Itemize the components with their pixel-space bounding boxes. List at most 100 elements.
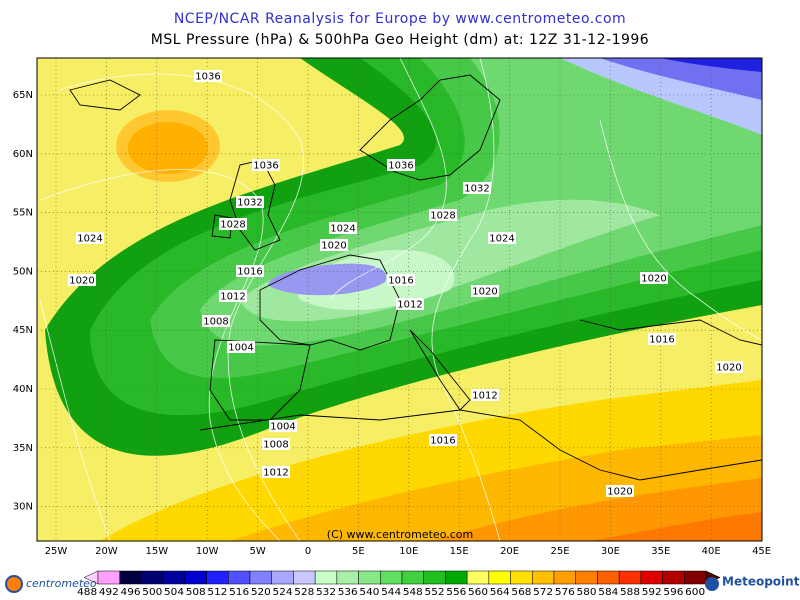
colorbar-swatch: [640, 570, 663, 585]
logo-left: centrometeo: [26, 577, 97, 590]
lon-label: 35E: [651, 546, 670, 557]
colorbar-swatch: [684, 570, 707, 585]
isobar-label: 1016: [430, 436, 455, 447]
colorbar-swatch: [206, 570, 229, 585]
map-frame: [36, 57, 763, 542]
field-blob: [128, 122, 208, 174]
coastline: [199, 409, 762, 481]
lon-label: 5W: [249, 546, 265, 557]
colorbar-swatch: [401, 570, 424, 585]
isobar-label-bg: [262, 438, 290, 450]
coastline: [409, 329, 471, 411]
isobar-label-bg: [219, 218, 247, 230]
isobar-label: 1016: [388, 276, 413, 287]
colorbar-label: 536: [338, 587, 358, 598]
colorbar-label: 576: [555, 587, 575, 598]
isobar-label: 1016: [237, 267, 262, 278]
isobar-label-bg: [463, 182, 491, 194]
colorbar-label: 524: [273, 587, 293, 598]
colorbar-swatch: [336, 570, 359, 585]
isobar-label-bg: [396, 298, 424, 310]
isobar-label-bg: [76, 232, 104, 244]
colorbar-label: 492: [99, 587, 119, 598]
colorbar-label: 488: [77, 587, 97, 598]
colorbar: 488 492 496 500 504 508 512 516 520 524 528 532 536 5…: [77, 570, 721, 598]
coastline: [359, 74, 501, 181]
lon-label: 45E: [752, 546, 771, 557]
isobar-label: 1012: [397, 300, 422, 311]
colorbar-label: 572: [533, 587, 553, 598]
isobar-label: 1032: [464, 184, 489, 195]
isobar-label-bg: [329, 222, 357, 234]
colorbar-label: 556: [446, 587, 466, 598]
lat-label: 65N: [13, 90, 33, 101]
colorbar-swatch: [184, 570, 207, 585]
isobar-label-bg: [320, 239, 348, 251]
logo-right: Meteopoint: [722, 575, 800, 589]
colorbar-label: 560: [468, 587, 488, 598]
logo-icon: [705, 577, 719, 591]
isobar-label: 1012: [472, 391, 497, 402]
isobar-label-bg: [471, 285, 499, 297]
isobar-label-bg: [429, 209, 457, 221]
colorbar-label: 564: [490, 587, 510, 598]
colorbar-swatch: [597, 570, 620, 585]
colorbar-label: 512: [207, 587, 227, 598]
colorbar-swatch: [141, 570, 164, 585]
lon-label: 25E: [550, 546, 569, 557]
field-band: [600, 58, 762, 100]
colorbar-swatch: [488, 570, 511, 585]
lon-label: 25W: [45, 546, 68, 557]
colorbar-label: 528: [294, 587, 314, 598]
isobar-label-bg: [488, 232, 516, 244]
isobar-label: 1028: [430, 211, 455, 222]
isobar-label-bg: [269, 420, 297, 432]
colorbar-swatch: [314, 570, 338, 585]
graticule: [37, 58, 762, 541]
lon-label: 15E: [450, 546, 469, 557]
colorbar-label: 500: [142, 587, 162, 598]
colorbar-swatch: [618, 570, 642, 585]
coastline: [69, 79, 141, 111]
coastline: [259, 254, 401, 351]
isobar-labels: 1036 1036 1036 1032 1032 1028 1028 1024 1024 1024…: [68, 70, 743, 498]
isobar-label-bg: [606, 485, 634, 497]
colorbar-swatch: [119, 570, 142, 585]
isobar-label-bg: [387, 274, 415, 286]
logo-icon: [5, 575, 23, 593]
colorbar-label: 580: [577, 587, 597, 598]
colorbar-swatch: [662, 570, 685, 585]
isobar-label-bg: [202, 315, 230, 327]
colorbar-swatch: [380, 570, 403, 585]
isobar-label: 1020: [472, 287, 497, 298]
colorbar-swatch: [97, 570, 120, 585]
axis-labels: 65N 60N 55N 50N 45N 40N 35N 30N 25W 20W 15W 10W 5W 0 5…: [13, 90, 771, 557]
isobar: [59, 73, 304, 541]
colorbar-swatch: [358, 570, 381, 585]
colorbar-swatch: [553, 570, 576, 585]
isobar-label-bg: [387, 159, 415, 171]
colorbar-swatch: [293, 570, 316, 585]
isobar-label-bg: [429, 434, 457, 446]
isobar-label-bg: [219, 290, 247, 302]
isobar-label: 1024: [77, 234, 102, 245]
coastline: [211, 214, 233, 239]
colorbar-label: 588: [620, 587, 640, 598]
lat-label: 50N: [13, 266, 33, 277]
lat-label: 30N: [13, 502, 33, 513]
colorbar-swatch: [575, 570, 598, 585]
isobar-label: 1016: [649, 335, 674, 346]
colorbar-label: 504: [164, 587, 184, 598]
colorbar-label: 552: [425, 587, 445, 598]
isobar-label: 1032: [237, 198, 262, 209]
isobar-label: 1036: [195, 72, 220, 83]
isobar-label: 1008: [203, 317, 228, 328]
isobar-label: 1020: [607, 487, 632, 498]
lon-label: 20E: [500, 546, 519, 557]
isobar: [599, 119, 762, 341]
colorbar-swatch: [271, 570, 294, 585]
colorbar-label: 568: [511, 587, 531, 598]
isobar-label: 1004: [228, 343, 253, 354]
isobar: [39, 299, 111, 541]
lon-label: 10W: [196, 546, 219, 557]
